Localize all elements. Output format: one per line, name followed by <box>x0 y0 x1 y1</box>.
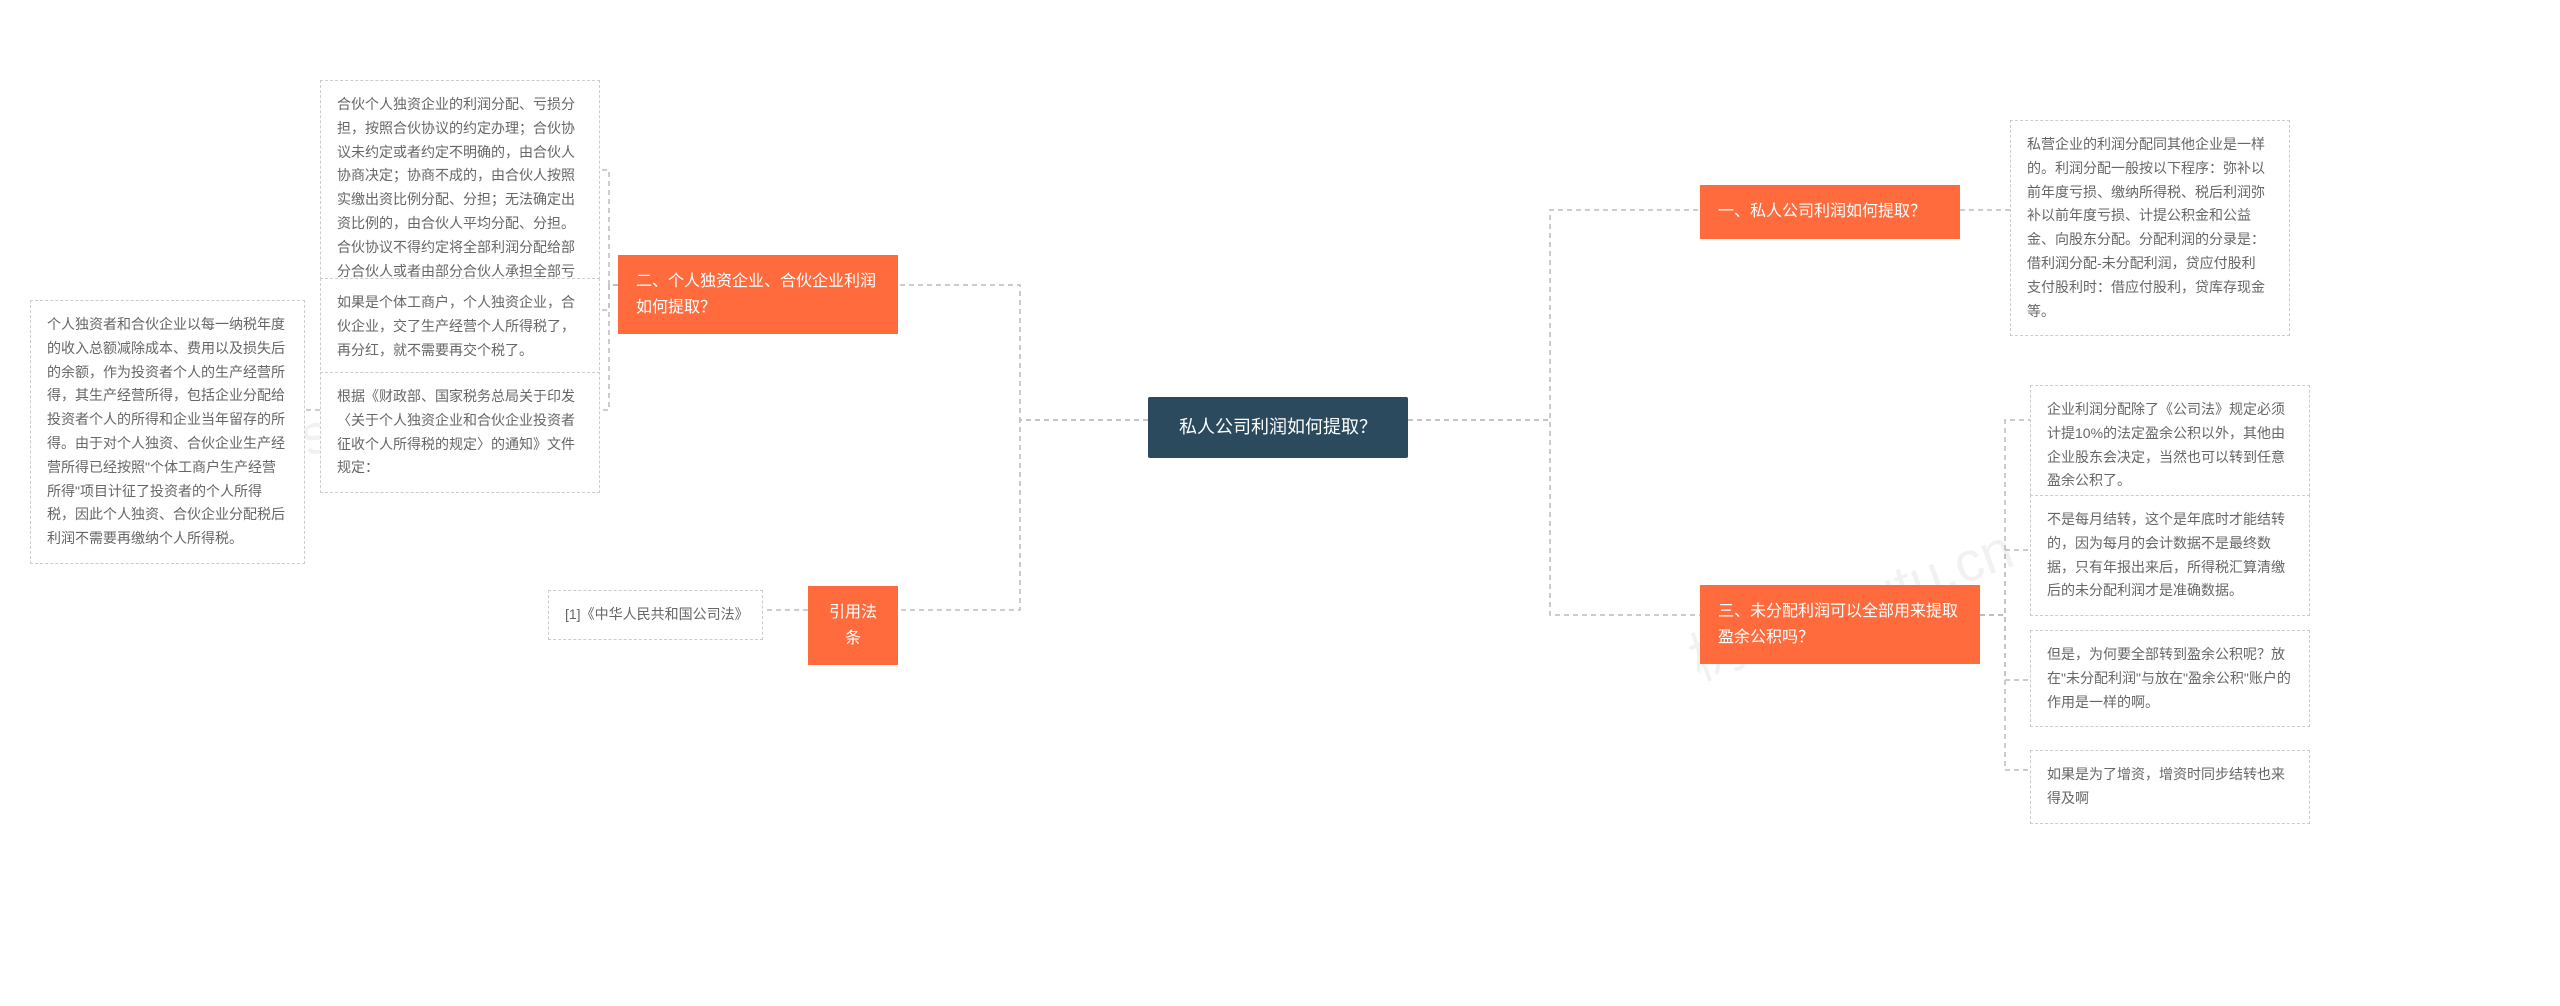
branch-section2: 二、个人独资企业、合伙企业利润如何提取？ <box>618 255 898 334</box>
root-node: 私人公司利润如何提取？ <box>1148 397 1408 458</box>
leaf-section3-3: 但是，为何要全部转到盈余公积呢？放在"未分配利润"与放在"盈余公积"账户的作用是… <box>2030 630 2310 727</box>
leaf-section2-3: 根据《财政部、国家税务总局关于印发〈关于个人独资企业和合伙企业投资者征收个人所得… <box>320 372 600 493</box>
branch-section1: 一、私人公司利润如何提取？ <box>1700 185 1960 239</box>
branch-section3: 三、未分配利润可以全部用来提取盈余公积吗？ <box>1700 585 1980 664</box>
leaf-section2-2: 如果是个体工商户，个人独资企业，合伙企业，交了生产经营个人所得税了，再分红，就不… <box>320 278 600 375</box>
leaf-section2-sub: 个人独资者和合伙企业以每一纳税年度的收入总额减除成本、费用以及损失后的余额，作为… <box>30 300 305 564</box>
leaf-section3-1: 企业利润分配除了《公司法》规定必须计提10%的法定盈余公积以外，其他由企业股东会… <box>2030 385 2310 506</box>
leaf-law-1: [1]《中华人民共和国公司法》 <box>548 590 763 640</box>
leaf-section3-4: 如果是为了增资，增资时同步结转也来得及啊 <box>2030 750 2310 824</box>
leaf-section3-2: 不是每月结转，这个是年底时才能结转的，因为每月的会计数据不是最终数据，只有年报出… <box>2030 495 2310 616</box>
leaf-section1-1: 私营企业的利润分配同其他企业是一样的。利润分配一般按以下程序：弥补以前年度亏损、… <box>2010 120 2290 336</box>
branch-law: 引用法条 <box>808 586 898 665</box>
